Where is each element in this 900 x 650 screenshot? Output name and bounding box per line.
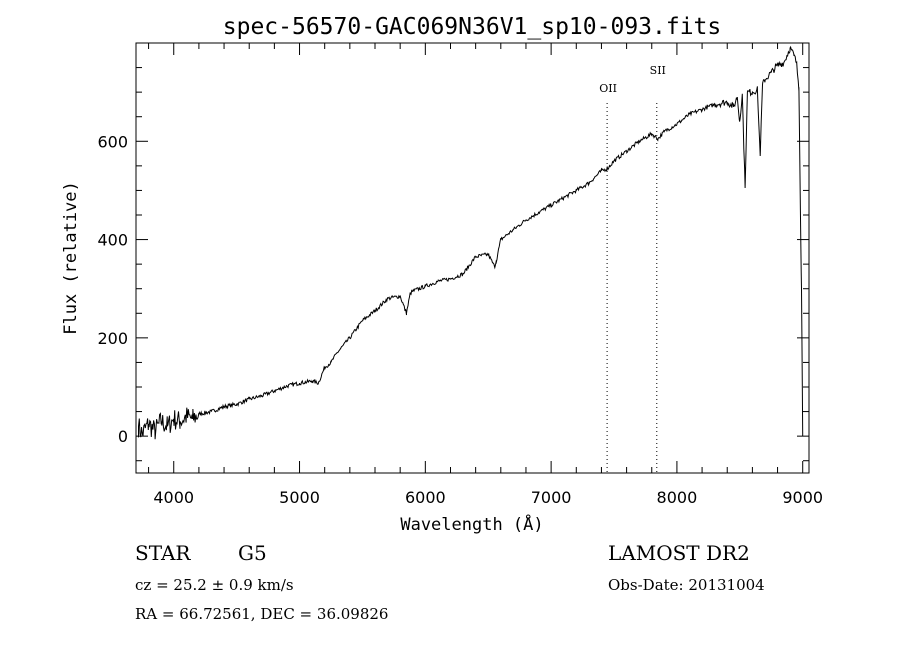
x-tick-label: 8000 (657, 488, 698, 507)
x-axis-label: Wavelength (Å) (400, 513, 543, 535)
axis-ticks (136, 43, 809, 473)
y-tick-label: 400 (97, 231, 128, 250)
plot-frame (135, 42, 810, 474)
x-tick-label: 7000 (531, 488, 572, 507)
axis-tick-labels: 4000 5000 6000 7000 8000 9000 0 200 400 600 (97, 132, 823, 507)
y-axis-label: Flux (relative) (61, 181, 81, 335)
survey-name: LAMOST DR2 (608, 541, 750, 565)
observation-date: Obs-Date: 20131004 (608, 576, 765, 594)
object-class: STAR (135, 541, 191, 565)
annotation-label: OII (599, 82, 617, 95)
x-tick-label: 5000 (279, 488, 320, 507)
redshift-cz: cz = 25.2 ± 0.9 km/s (135, 576, 294, 594)
object-subclass: G5 (238, 541, 267, 565)
y-tick-label: 0 (118, 427, 128, 446)
x-tick-label: 9000 (782, 488, 823, 507)
sky-coordinates: RA = 66.72561, DEC = 36.09826 (135, 605, 389, 623)
annotation-label: SII (650, 64, 666, 77)
y-tick-label: 200 (97, 329, 128, 348)
x-tick-label: 4000 (153, 488, 194, 507)
x-tick-label: 6000 (405, 488, 446, 507)
y-tick-label: 600 (97, 132, 128, 151)
chart-title: spec-56570-GAC069N36V1_sp10-093.fits (223, 14, 722, 40)
spectrum-line (138, 45, 804, 440)
line-annotations: OII SII (599, 64, 666, 473)
